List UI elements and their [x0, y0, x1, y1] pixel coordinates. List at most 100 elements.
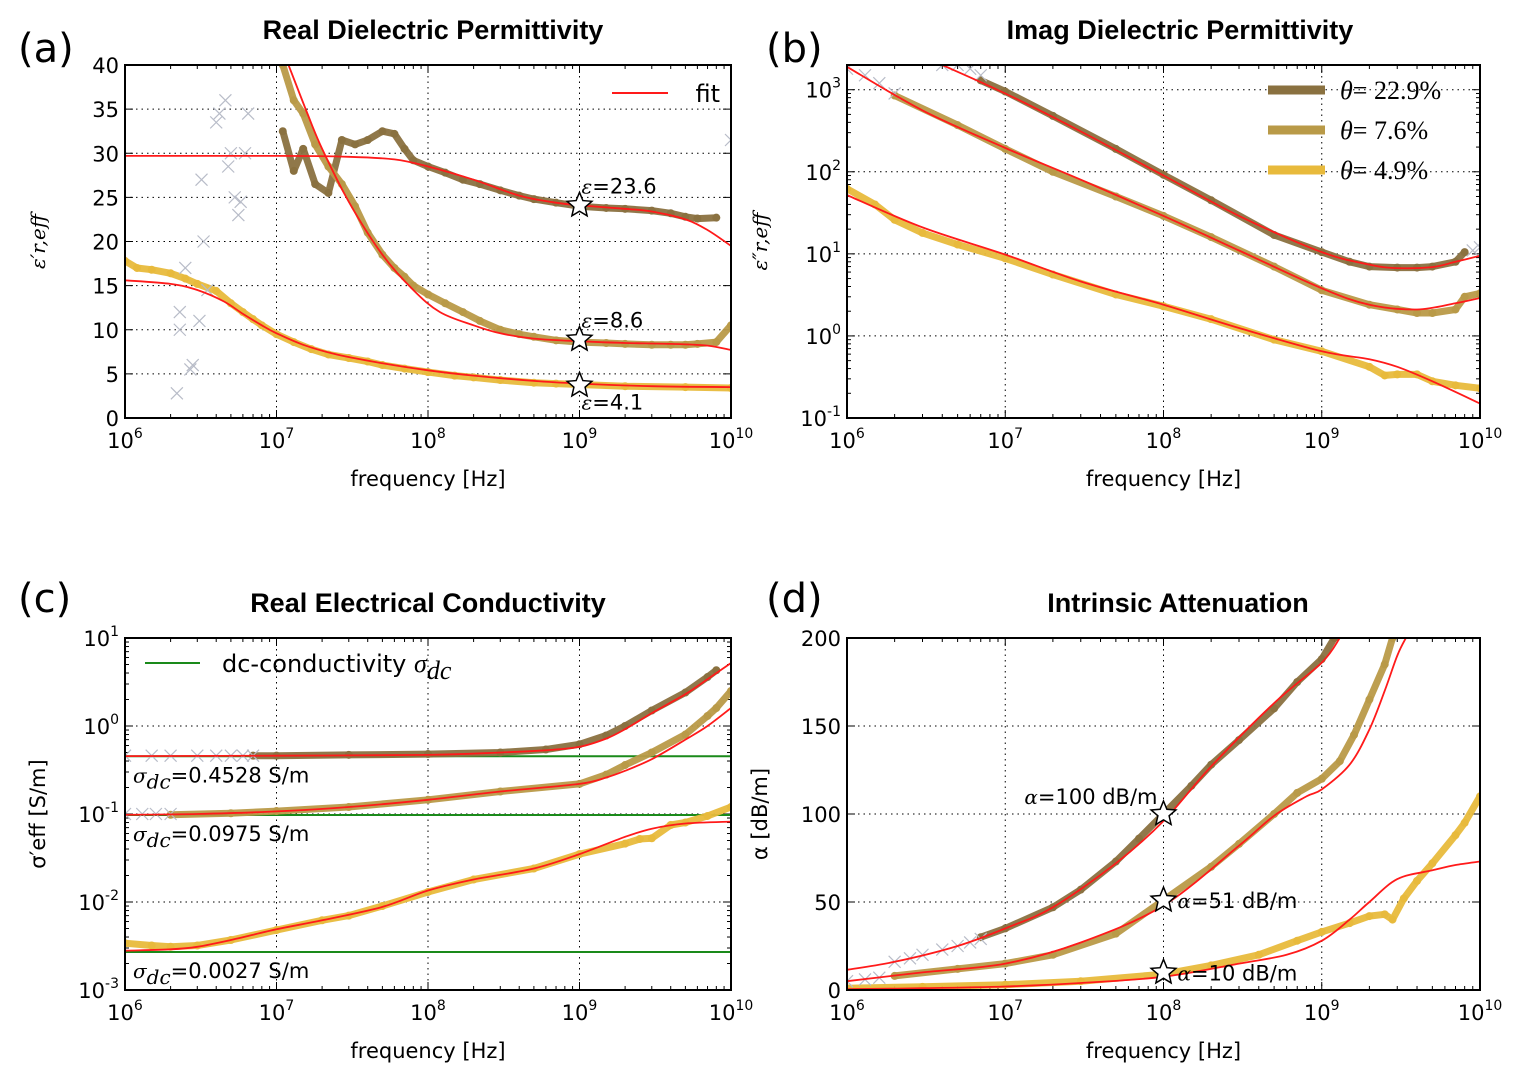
chart-title: Intrinsic Attenuation	[1047, 588, 1309, 618]
star-marker	[1149, 885, 1178, 913]
x-axis-label: frequency [Hz]	[1086, 1039, 1241, 1063]
x-tick-label: 108	[410, 426, 446, 453]
data-point	[712, 704, 721, 713]
y-tick-label: 0	[106, 407, 119, 431]
data-point	[621, 761, 630, 770]
data-point	[147, 265, 156, 274]
data-point	[337, 136, 346, 145]
data-point	[1111, 857, 1120, 866]
data-point	[712, 338, 721, 347]
data-point	[953, 240, 962, 249]
y-tick-label: 20	[92, 231, 119, 255]
panel-label: (d)	[766, 576, 823, 622]
panel-b: (b) Imag Dielectric Permittivity 106 107 108…	[748, 15, 1502, 491]
marker-annotation: α=51 dB/m	[1178, 889, 1298, 913]
data-point	[703, 811, 712, 820]
data-point	[1380, 371, 1389, 380]
y-tick-label: 200	[801, 627, 841, 651]
dc-conductivity-label: σdc=0.4528 S/m	[133, 763, 309, 793]
excluded-point-cross	[1473, 240, 1480, 254]
y-tick-label: 103	[805, 76, 841, 103]
data-point	[458, 308, 467, 317]
data-point	[1207, 760, 1216, 769]
x-tick-label: 1010	[709, 426, 754, 453]
data-point	[647, 748, 656, 757]
excluded-point-cross	[724, 133, 731, 147]
excluded-point-cross	[186, 358, 200, 372]
panel-c: (c) Real Electrical Conductivity σdc=0.452…	[18, 576, 753, 1063]
x-tick-label: 1010	[709, 998, 754, 1025]
data-point	[1413, 876, 1422, 885]
data-point	[1317, 927, 1326, 936]
excluded-point-cross	[238, 146, 252, 160]
excluded-point-cross	[173, 323, 187, 337]
y-tick-label: 15	[92, 275, 119, 299]
data-point	[1451, 381, 1460, 390]
data-point	[1001, 980, 1010, 989]
data-point	[378, 127, 387, 136]
data-point	[132, 263, 141, 272]
y-tick-label: 0	[828, 979, 841, 1003]
axes-frame	[124, 637, 732, 991]
y-tick-label: 101	[83, 624, 119, 651]
x-tick-label: 106	[107, 998, 143, 1025]
data-point	[311, 180, 320, 189]
excluded-point-cross	[234, 195, 248, 209]
data-point	[400, 144, 409, 153]
data-point	[496, 325, 505, 334]
data-point	[299, 109, 308, 118]
y-tick-label: 10-2	[78, 888, 119, 915]
data-point	[621, 839, 630, 848]
panel-a: (a) Real Dielectric Permittivity ε=23.6 ε=8…	[18, 15, 753, 491]
data-point	[311, 140, 320, 149]
excluded-point-cross	[224, 146, 238, 160]
data-point	[181, 274, 190, 283]
x-tick-label: 1010	[1458, 426, 1503, 453]
fit-curve	[847, 638, 1407, 983]
data-point	[1380, 910, 1389, 919]
excluded-point-cross	[195, 173, 208, 187]
legend: fit	[612, 80, 720, 108]
y-tick-label: 150	[801, 715, 841, 739]
data-point	[299, 144, 308, 153]
legend-dc-label: dc-conductivity σdc	[222, 649, 452, 685]
fit-curve	[125, 662, 731, 757]
data-point	[552, 379, 561, 388]
data-point	[1207, 862, 1216, 871]
data-point	[1460, 248, 1469, 257]
data-point	[289, 96, 298, 105]
x-axis-label: frequency [Hz]	[350, 467, 505, 491]
x-tick-label: 109	[1304, 998, 1340, 1025]
y-tick-label: 50	[814, 891, 841, 915]
panel-label: (a)	[18, 26, 74, 72]
excluded-point-cross	[231, 208, 245, 222]
data-point	[1451, 305, 1460, 314]
data-point	[1111, 929, 1120, 938]
legend: dc-conductivity σdc	[145, 649, 452, 685]
data-point	[693, 214, 702, 223]
marker-annotation: ε=23.6	[582, 174, 657, 198]
data-point	[1393, 370, 1402, 379]
data-point	[635, 834, 644, 843]
excluded-point-cross	[872, 76, 886, 90]
data-point	[1365, 695, 1374, 704]
excluded-point-cross	[201, 283, 214, 297]
data-point	[363, 136, 372, 145]
x-tick-label: 107	[987, 998, 1023, 1025]
data-point	[166, 269, 175, 278]
excluded-point-cross	[241, 107, 255, 120]
axes-frame	[846, 637, 1481, 991]
y-tick-label: 100	[805, 322, 841, 349]
excluded-point-cross	[197, 235, 210, 248]
y-tick-label: 100	[83, 712, 119, 739]
panel-label: (b)	[766, 26, 823, 72]
data-point	[918, 228, 927, 237]
marker-annotation: α=100 dB/m	[1024, 785, 1157, 809]
star-marker	[1149, 957, 1178, 985]
data-point	[1451, 831, 1460, 840]
axes-frame	[846, 64, 1481, 419]
x-tick-label: 109	[562, 998, 598, 1025]
chart-title: Real Dielectric Permittivity	[263, 15, 604, 45]
data-point	[1335, 757, 1344, 766]
